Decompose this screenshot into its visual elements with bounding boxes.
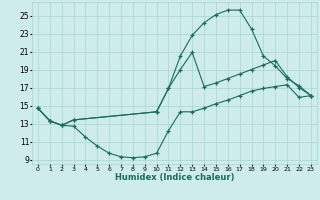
X-axis label: Humidex (Indice chaleur): Humidex (Indice chaleur) <box>115 173 234 182</box>
